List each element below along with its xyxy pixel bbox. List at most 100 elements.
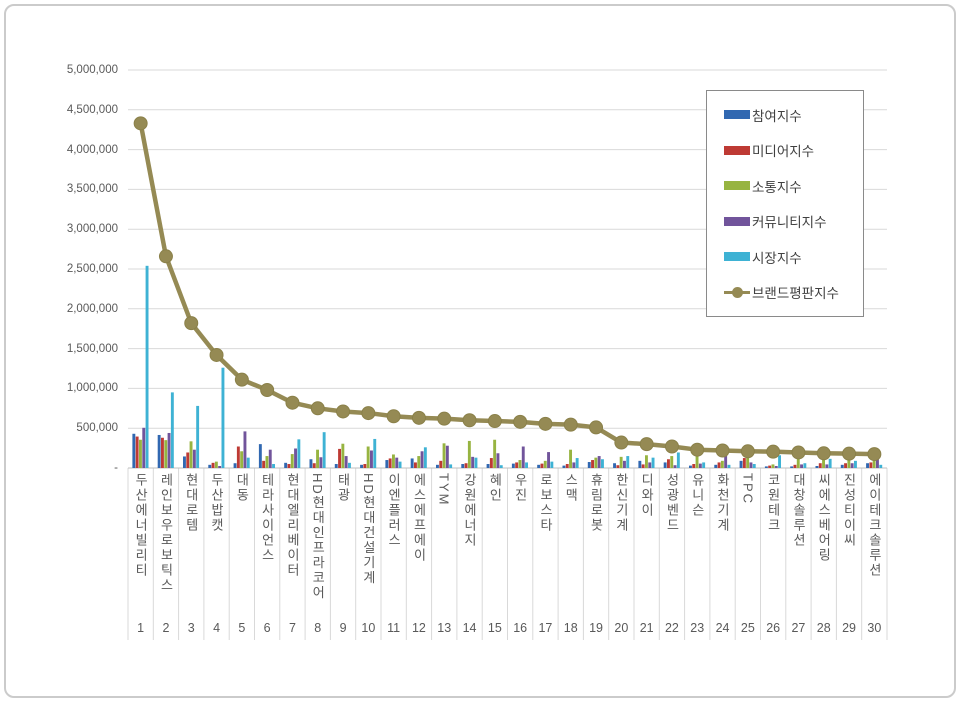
brand-index-marker bbox=[336, 404, 351, 419]
y-tick-label: - bbox=[114, 462, 118, 474]
bar-s0-c29 bbox=[866, 463, 869, 468]
bar-s4-c3 bbox=[221, 367, 225, 468]
bar-s3-c20 bbox=[648, 462, 652, 468]
bar-s1-c17 bbox=[565, 464, 569, 468]
bar-s3-c26 bbox=[800, 464, 803, 468]
legend-color-swatch bbox=[724, 216, 750, 226]
bar-s0-c7 bbox=[309, 459, 313, 468]
brand-index-marker bbox=[158, 249, 173, 264]
brand-index-marker bbox=[386, 409, 401, 424]
brand-index-marker bbox=[513, 414, 528, 429]
legend-item: 브랜드평판지수 bbox=[707, 282, 863, 302]
brand-index-marker bbox=[487, 414, 502, 429]
bar-s4-c21 bbox=[676, 452, 680, 468]
bar-s1-c26 bbox=[793, 464, 797, 468]
brand-index-marker bbox=[740, 444, 755, 459]
x-category-label: 이엔플러스 bbox=[386, 473, 402, 548]
bar-s3-c28 bbox=[850, 463, 854, 468]
bar-s2-c16 bbox=[543, 460, 547, 468]
bar-s4-c25 bbox=[778, 455, 781, 468]
x-category-rank: 14 bbox=[462, 621, 477, 635]
bar-s3-c10 bbox=[395, 457, 399, 468]
bar-s3-c22 bbox=[698, 463, 702, 468]
x-category-rank: 7 bbox=[288, 621, 296, 635]
bar-s2-c5 bbox=[265, 456, 269, 468]
x-category-rank: 2 bbox=[162, 621, 170, 635]
x-category-label: 화천기계 bbox=[715, 473, 731, 533]
bar-s0-c2 bbox=[183, 456, 186, 468]
x-category-rank: 5 bbox=[238, 621, 246, 635]
bar-s3-c5 bbox=[268, 449, 272, 468]
bar-s3-c24 bbox=[749, 462, 753, 468]
bar-s4-c28 bbox=[854, 460, 857, 468]
bar-s4-c15 bbox=[525, 462, 528, 468]
bar-s4-c4 bbox=[246, 457, 250, 468]
brand-index-marker bbox=[538, 416, 553, 431]
y-tick-label: 5,000,000 bbox=[66, 64, 118, 76]
bar-s2-c25 bbox=[771, 464, 775, 468]
y-tick-label: 2,500,000 bbox=[66, 263, 118, 275]
x-category-rank: 4 bbox=[213, 621, 221, 635]
legend-label: 소통지수 bbox=[752, 179, 802, 195]
x-category-rank: 25 bbox=[740, 621, 755, 635]
x-category-label: 에이테크솔루션 bbox=[866, 473, 882, 578]
bar-s0-c24 bbox=[739, 460, 743, 468]
bar-s0-c17 bbox=[562, 465, 566, 468]
bar-s1-c8 bbox=[338, 448, 341, 468]
bar-s3-c6 bbox=[294, 448, 297, 468]
brand-index-marker bbox=[133, 116, 148, 131]
bar-s0-c23 bbox=[714, 464, 718, 468]
bar-s2-c6 bbox=[290, 454, 294, 468]
bar-s1-c7 bbox=[312, 463, 316, 468]
bar-s4-c9 bbox=[373, 438, 377, 468]
bar-s0-c25 bbox=[764, 466, 768, 468]
legend-label: 브랜드평판지수 bbox=[752, 286, 839, 302]
bar-s2-c27 bbox=[822, 455, 825, 468]
bar-s3-c27 bbox=[825, 464, 829, 468]
bar-s4-c26 bbox=[803, 463, 807, 468]
bar-s2-c26 bbox=[796, 457, 800, 468]
brand-index-marker bbox=[563, 417, 578, 432]
y-tick-label: 4,500,000 bbox=[66, 103, 118, 116]
brand-index-marker bbox=[715, 443, 730, 458]
bar-s0-c21 bbox=[663, 462, 667, 468]
bar-s3-c15 bbox=[521, 446, 525, 468]
bar-s0-c5 bbox=[258, 444, 262, 468]
bar-s2-c9 bbox=[366, 446, 370, 468]
x-category-rank: 20 bbox=[614, 621, 629, 635]
x-category-label: 우진 bbox=[512, 473, 528, 503]
legend-item: 소통지수 bbox=[707, 176, 863, 196]
x-category-rank: 26 bbox=[766, 621, 781, 635]
x-category-label: 진성티이씨 bbox=[841, 473, 857, 548]
x-category-label: 혜인 bbox=[487, 473, 503, 503]
bar-s1-c18 bbox=[591, 460, 594, 468]
x-category-rank: 19 bbox=[589, 621, 603, 635]
x-category-label: TYM bbox=[436, 473, 452, 507]
legend-item: 커뮤니티지수 bbox=[707, 211, 863, 231]
x-category-rank: 22 bbox=[664, 621, 679, 635]
y-tick-label: 3,500,000 bbox=[66, 183, 118, 196]
bar-s3-c12 bbox=[445, 445, 449, 468]
legend-label: 커뮤니티지수 bbox=[752, 215, 827, 231]
brand-index-marker bbox=[361, 406, 376, 421]
bar-s3-c14 bbox=[496, 453, 500, 468]
bar-s3-c2 bbox=[192, 449, 196, 468]
x-category-label: 씨에스베어링 bbox=[816, 473, 832, 563]
x-category-label: 강원에너지 bbox=[462, 473, 478, 548]
legend-item: 미디어지수 bbox=[707, 140, 863, 160]
brand-index-marker bbox=[766, 444, 781, 459]
bar-s0-c11 bbox=[410, 458, 414, 468]
bar-s1-c9 bbox=[363, 464, 367, 468]
bar-s2-c13 bbox=[467, 440, 471, 468]
bar-s0-c9 bbox=[360, 464, 363, 468]
x-category-label: 한신기계 bbox=[613, 473, 629, 533]
bar-s0-c13 bbox=[461, 464, 465, 468]
bar-s4-c8 bbox=[348, 462, 351, 468]
bar-s0-c3 bbox=[208, 464, 212, 468]
bar-s1-c16 bbox=[540, 463, 544, 468]
bar-s1-c28 bbox=[844, 463, 847, 468]
legend-label: 참여지수 bbox=[752, 108, 802, 124]
brand-index-marker bbox=[614, 435, 629, 450]
bar-s2-c4 bbox=[240, 451, 244, 468]
bar-s1-c14 bbox=[489, 458, 493, 468]
